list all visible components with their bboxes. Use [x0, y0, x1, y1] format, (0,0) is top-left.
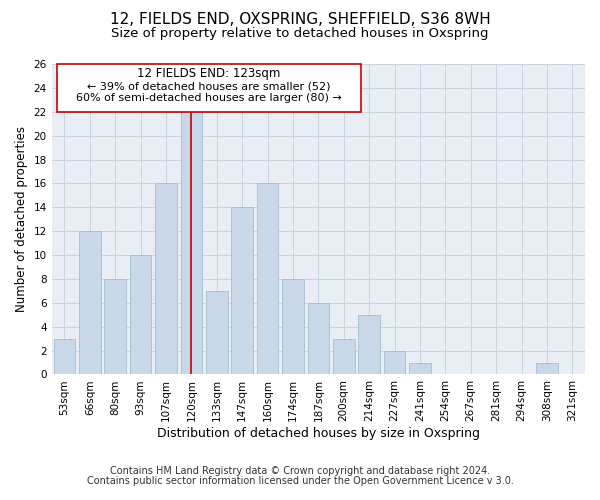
Bar: [130, 255, 151, 374]
Bar: [308, 303, 329, 374]
Bar: [232, 208, 253, 374]
Text: ← 39% of detached houses are smaller (52): ← 39% of detached houses are smaller (52…: [87, 81, 331, 91]
Text: 12 FIELDS END: 123sqm: 12 FIELDS END: 123sqm: [137, 67, 281, 80]
Bar: [53, 338, 75, 374]
Bar: [282, 279, 304, 374]
Bar: [358, 315, 380, 374]
Bar: [79, 231, 101, 374]
Bar: [409, 362, 431, 374]
Bar: [155, 184, 177, 374]
Bar: [384, 350, 406, 374]
Text: Contains HM Land Registry data © Crown copyright and database right 2024.: Contains HM Land Registry data © Crown c…: [110, 466, 490, 476]
Text: 60% of semi-detached houses are larger (80) →: 60% of semi-detached houses are larger (…: [76, 94, 342, 104]
Text: 12, FIELDS END, OXSPRING, SHEFFIELD, S36 8WH: 12, FIELDS END, OXSPRING, SHEFFIELD, S36…: [110, 12, 490, 28]
Bar: [181, 112, 202, 374]
Bar: [333, 338, 355, 374]
Text: Size of property relative to detached houses in Oxspring: Size of property relative to detached ho…: [111, 28, 489, 40]
X-axis label: Distribution of detached houses by size in Oxspring: Distribution of detached houses by size …: [157, 427, 480, 440]
Bar: [206, 291, 227, 374]
Bar: [104, 279, 126, 374]
Y-axis label: Number of detached properties: Number of detached properties: [15, 126, 28, 312]
Bar: [257, 184, 278, 374]
Bar: [536, 362, 557, 374]
Text: Contains public sector information licensed under the Open Government Licence v : Contains public sector information licen…: [86, 476, 514, 486]
FancyBboxPatch shape: [57, 64, 361, 112]
